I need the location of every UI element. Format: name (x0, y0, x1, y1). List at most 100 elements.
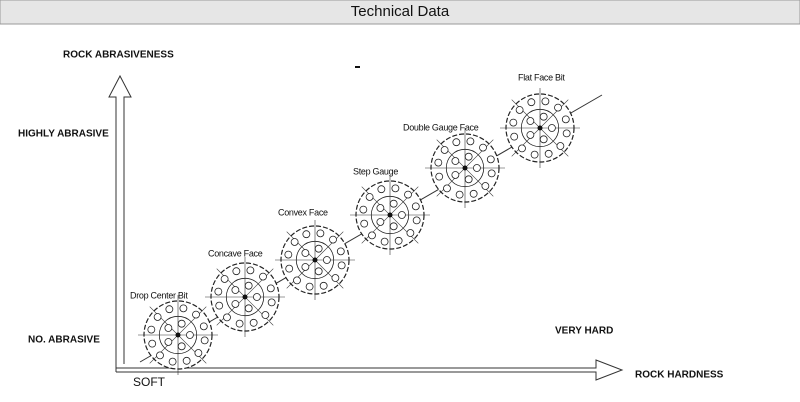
bit-button (389, 222, 398, 231)
bit-button (168, 357, 177, 366)
bit-icon (138, 295, 218, 375)
bit-button (443, 184, 451, 193)
bit-button (434, 158, 443, 167)
bit-button (377, 185, 386, 194)
bit-button (544, 149, 553, 158)
bit-button (293, 276, 301, 285)
bit-button (249, 318, 258, 327)
bit-button (464, 152, 473, 161)
bit-button (192, 310, 200, 319)
bit-button (472, 164, 481, 172)
bit-button (455, 190, 464, 199)
bit-button (486, 155, 495, 164)
bit-button (231, 300, 240, 308)
bit-button (220, 275, 229, 283)
bit-button (530, 150, 539, 159)
bit-button (515, 106, 524, 114)
bit-button (164, 338, 173, 346)
bit-label: Convex Face (278, 207, 328, 217)
bit-button (487, 169, 496, 178)
bit-button (481, 182, 490, 190)
bit-button (177, 342, 186, 351)
bit-button (518, 144, 526, 153)
bit-button (365, 193, 374, 201)
bit-button (469, 189, 478, 198)
bit-button (411, 202, 420, 211)
bit-button (412, 216, 421, 225)
bit-button (285, 264, 294, 273)
bit-icon (205, 257, 285, 337)
bit-button (406, 229, 415, 237)
bit-button (526, 131, 535, 139)
bit-icon (350, 175, 430, 255)
bit-button (266, 284, 275, 293)
bit-button (452, 138, 461, 147)
bit-icon (275, 220, 355, 300)
bit-button (548, 124, 556, 132)
bit-button (231, 286, 240, 294)
bit-button (182, 356, 191, 365)
bit-center (242, 294, 248, 300)
bit-center (175, 332, 181, 338)
bit-button (261, 311, 270, 319)
bit-button (562, 129, 571, 138)
bit-button (301, 249, 310, 257)
x-axis-label: ROCK HARDNESS (635, 370, 724, 381)
bit-button (435, 172, 444, 181)
bit-button (389, 199, 398, 208)
bit-button (337, 261, 346, 270)
bit-button (156, 351, 164, 360)
bit-button (185, 331, 194, 339)
bit-button (526, 117, 535, 125)
bit-button (246, 266, 255, 275)
bit-button (541, 97, 550, 106)
bit-button (380, 237, 389, 246)
bit-label: Step Gauge (353, 166, 398, 176)
bit-button (179, 304, 188, 313)
bit-button (464, 175, 473, 184)
bit-button (194, 349, 203, 357)
bit-button (397, 211, 406, 219)
bit-button (153, 313, 162, 321)
bit-button (319, 281, 328, 290)
bit-icon (500, 88, 580, 168)
bit-label: Drop Center Bit (130, 290, 188, 300)
bit-button (214, 287, 223, 296)
bit-button (510, 132, 519, 141)
bit-button (360, 219, 369, 228)
x-axis-arrow (116, 359, 624, 381)
bit-button (244, 304, 253, 313)
bit-button (394, 236, 403, 245)
bit-button (305, 282, 314, 291)
bit-button (440, 146, 449, 154)
bit-label: Concave Face (208, 248, 263, 258)
bit-button (259, 272, 267, 281)
bit-button (244, 281, 253, 290)
y-high-label: HIGHLY ABRASIVE (18, 129, 109, 140)
bit-button (539, 135, 548, 144)
y-axis-arrow (108, 74, 132, 372)
bit-button (561, 115, 570, 124)
bit-button (359, 205, 368, 214)
bit-button (322, 256, 331, 264)
bit-button (302, 230, 311, 239)
bit-button (232, 267, 241, 276)
bit-button (165, 305, 174, 314)
bit-button (376, 218, 385, 226)
header-bar (0, 0, 800, 25)
bit-button (554, 103, 562, 112)
bit-button (556, 142, 565, 150)
bit-button (331, 274, 340, 282)
bit-button (451, 171, 460, 179)
bit-button (164, 324, 173, 332)
bit-button (368, 231, 376, 240)
bit-button (199, 322, 208, 331)
bit-button (314, 267, 323, 276)
bit-button (479, 143, 487, 152)
bit-button (336, 247, 345, 256)
bit-button (376, 204, 385, 212)
bit-button (527, 98, 536, 107)
bit-button (539, 112, 548, 121)
bit-button (301, 263, 310, 271)
